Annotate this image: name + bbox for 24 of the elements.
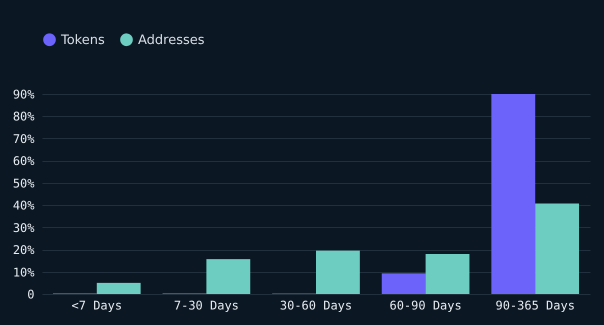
y-tick-label: 90% bbox=[12, 88, 36, 102]
x-tick-label: <7 Days bbox=[72, 298, 122, 312]
bar bbox=[535, 204, 580, 294]
bar bbox=[491, 94, 536, 294]
y-tick-label: 50% bbox=[12, 176, 36, 190]
legend-label: Tokens bbox=[60, 32, 105, 48]
bar bbox=[96, 282, 141, 294]
y-tick-label: 70% bbox=[12, 132, 36, 146]
y-tick-label: 10% bbox=[12, 265, 36, 280]
x-tick-label: 90-365 Days bbox=[495, 298, 575, 312]
y-tick-label: 80% bbox=[12, 110, 36, 124]
x-tick-label: 60-90 Days bbox=[389, 298, 462, 312]
bar bbox=[206, 259, 250, 294]
y-tick-label: 30% bbox=[12, 220, 36, 235]
x-tick-label: 30-60 Days bbox=[280, 298, 352, 312]
bar bbox=[382, 273, 426, 294]
x-tick-label: 7-30 Days bbox=[174, 298, 239, 312]
y-tick-label: 0 bbox=[27, 288, 34, 302]
bar bbox=[426, 254, 470, 294]
y-tick-label: 60% bbox=[12, 154, 36, 168]
y-tick-label: 20% bbox=[12, 243, 36, 258]
bar bbox=[316, 250, 360, 294]
y-tick-label: 40% bbox=[12, 198, 36, 213]
legend-label: Addresses bbox=[138, 32, 205, 48]
